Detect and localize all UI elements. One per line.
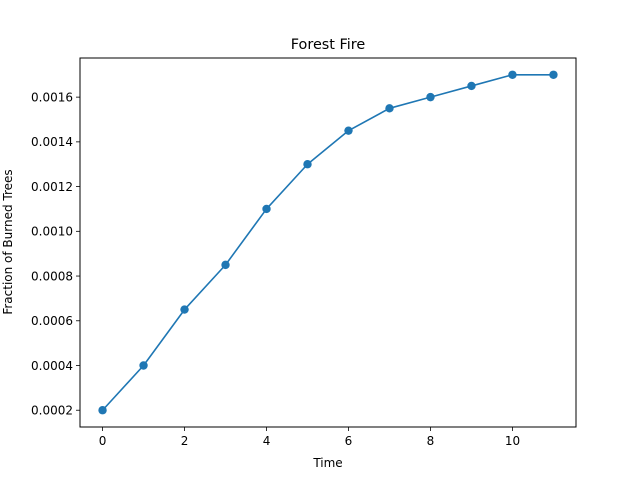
- y-tick-label: 0.0008: [31, 269, 73, 283]
- y-tick-label: 0.0016: [31, 90, 73, 104]
- x-axis-label: Time: [312, 456, 342, 470]
- axes-frame: [79, 57, 577, 428]
- data-point: [344, 126, 353, 135]
- data-point: [508, 70, 517, 79]
- data-point: [139, 361, 148, 370]
- data-point: [98, 406, 107, 415]
- x-axis-ticks: 0 2 4 6 8 10: [99, 427, 520, 448]
- y-tick-label: 0.0006: [31, 314, 73, 328]
- data-point: [549, 70, 558, 79]
- x-tick-label: 6: [345, 434, 353, 448]
- x-tick-label: 0: [99, 434, 107, 448]
- data-markers: [98, 70, 558, 415]
- data-point: [221, 260, 230, 270]
- data-point: [303, 160, 312, 169]
- y-tick-label: 0.0004: [31, 359, 73, 373]
- y-axis-label: Fraction of Burned Trees: [1, 169, 15, 314]
- data-point: [426, 92, 435, 102]
- x-tick-label: 4: [263, 434, 271, 448]
- x-tick-label: 2: [181, 434, 189, 448]
- data-point: [385, 104, 394, 113]
- y-tick-label: 0.0002: [31, 404, 73, 418]
- y-tick-label: 0.0014: [31, 135, 73, 149]
- y-axis-ticks: 0.0002 0.0004 0.0006 0.0008 0.0010 0.0012 0.00…: [31, 90, 80, 418]
- plot-area: [101, 73, 554, 411]
- y-tick-label: 0.0010: [31, 225, 73, 239]
- data-point: [262, 204, 271, 214]
- series-line: [101, 73, 554, 411]
- data-point: [180, 305, 189, 314]
- data-point: [467, 81, 476, 91]
- y-tick-label: 0.0012: [31, 180, 73, 194]
- chart-title: Forest Fire: [291, 37, 366, 53]
- x-tick-label: 10: [505, 434, 520, 448]
- x-tick-label: 8: [427, 434, 435, 448]
